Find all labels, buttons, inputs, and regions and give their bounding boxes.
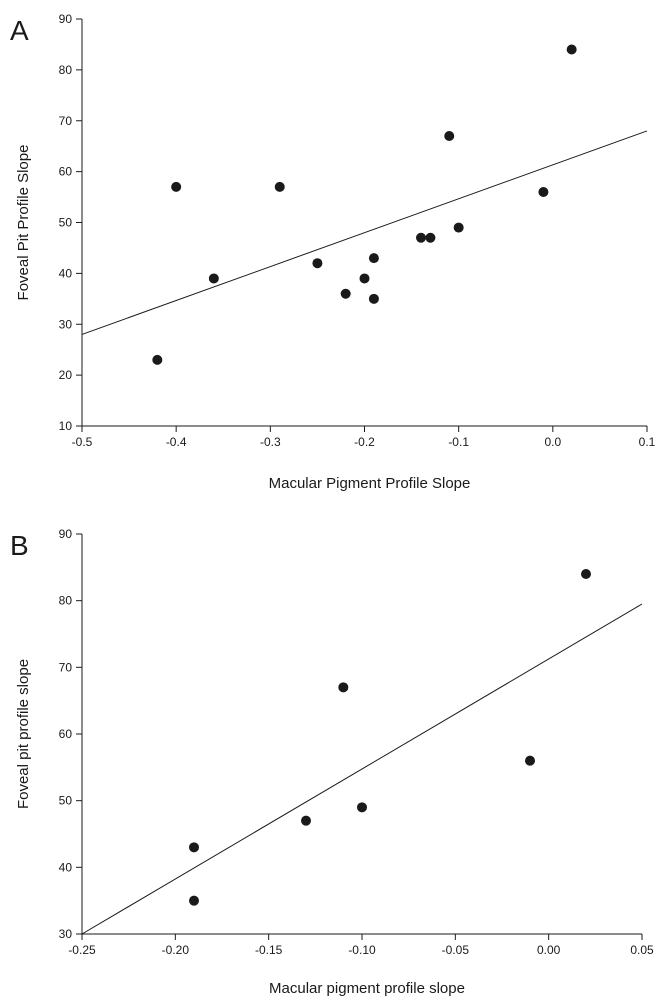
data-point [453,222,464,233]
x-tick-label: 0.1 [639,435,656,449]
data-point [566,44,577,55]
data-point [338,682,349,693]
data-point [171,181,182,192]
y-tick-label: 90 [59,12,73,26]
x-tick-label: -0.1 [448,435,469,449]
y-tick-label: 80 [59,594,73,608]
y-tick-label: 10 [59,419,73,433]
data-point [340,288,351,299]
y-tick-label: 60 [59,165,73,179]
x-tick-label: -0.25 [68,943,96,957]
y-tick-label: 40 [59,860,73,874]
data-point [152,354,163,365]
data-point [525,755,535,766]
x-tick-label: -0.4 [166,435,187,449]
y-tick-label: 50 [59,216,73,230]
y-tick-label: 90 [59,527,73,541]
x-tick-label: -0.2 [354,435,375,449]
data-point [189,842,199,853]
data-point [274,181,285,192]
data-point [538,186,549,197]
scatter-panel-b: 30 40 50 60 70 80 90 -0.25 -0.20 -0.15 -0.10 -0.05 0… [15,527,654,997]
data-point [425,232,436,243]
panel-label-b: B [10,530,29,561]
y-tick-label: 20 [59,368,73,382]
data-point [444,131,455,142]
data-point [312,258,323,269]
data-point [368,293,379,304]
scatter-panel-a: 10 20 30 40 50 60 70 80 90 -0.5 -0.4 -0.3 -0.2 -0.1 0.… [15,12,656,492]
y-tick-label: 70 [59,114,73,128]
x-tick-label: -0.5 [72,435,93,449]
y-tick-label: 50 [59,794,73,808]
data-point [208,273,219,284]
data-point [301,815,311,826]
y-tick-label: 40 [59,266,73,280]
y-tick-label: 70 [59,660,73,674]
regression-line [81,603,643,935]
x-tick-label: -0.05 [442,943,470,957]
y-tick-label: 30 [59,927,73,941]
regression-line [81,130,648,335]
x-tick-label: 0.00 [537,943,561,957]
y-tick-label: 80 [59,63,73,77]
x-tick-label: 0.0 [544,435,561,449]
x-tick-label: 0.05 [630,943,654,957]
x-axis-title: Macular Pigment Profile Slope [269,475,471,492]
data-point [368,253,379,264]
data-point [357,802,367,813]
x-tick-label: -0.3 [260,435,281,449]
x-tick-label: -0.10 [348,943,376,957]
x-tick-label: -0.20 [162,943,190,957]
x-tick-label: -0.15 [255,943,283,957]
x-axis-title: Macular pigment profile slope [269,980,465,997]
data-point [416,232,426,243]
data-point [581,569,591,579]
data-point [189,895,199,906]
y-axis-title: Foveal Pit Profile Slope [15,145,32,301]
y-tick-label: 30 [59,317,73,331]
y-axis-title: Foveal pit profile slope [15,659,32,809]
y-tick-label: 60 [59,727,73,741]
panel-label-a: A [10,15,29,46]
data-point [359,273,370,284]
